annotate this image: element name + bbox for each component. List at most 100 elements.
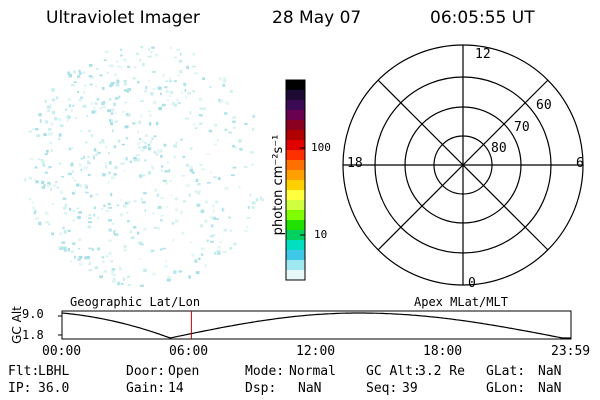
emission-speck	[187, 92, 191, 94]
emission-speck	[120, 212, 124, 217]
emission-speck	[109, 65, 112, 67]
emission-speck	[169, 180, 172, 182]
emission-speck	[249, 193, 252, 197]
emission-speck	[116, 77, 119, 80]
emission-speck	[44, 99, 47, 103]
colorbar-segment	[286, 120, 305, 131]
emission-speck	[161, 103, 166, 107]
emission-speck	[148, 122, 152, 126]
emission-speck	[111, 129, 114, 133]
emission-speck	[92, 154, 97, 157]
emission-speck	[198, 114, 203, 117]
emission-speck	[213, 209, 216, 213]
emission-speck	[124, 125, 129, 129]
emission-speck	[89, 194, 93, 198]
emission-speck	[51, 110, 56, 115]
status-door-value: Open	[168, 364, 200, 379]
emission-speck	[106, 71, 109, 74]
emission-speck	[222, 251, 227, 253]
timeline-left-title: Geographic Lat/Lon	[70, 295, 201, 309]
emission-speck	[127, 275, 130, 278]
emission-speck	[176, 49, 180, 51]
emission-speck	[101, 208, 104, 210]
emission-speck	[165, 260, 168, 262]
emission-speck	[47, 182, 51, 186]
emission-speck	[73, 70, 76, 74]
emission-speck	[140, 243, 144, 246]
emission-speck	[72, 176, 74, 180]
emission-speck	[121, 143, 125, 146]
emission-speck	[183, 82, 187, 86]
emission-speck	[127, 65, 130, 68]
emission-speck	[78, 255, 83, 259]
emission-speck	[123, 245, 127, 248]
emission-speck	[109, 161, 112, 165]
emission-speck	[114, 120, 119, 123]
emission-speck	[109, 119, 112, 122]
emission-speck	[144, 141, 147, 145]
emission-speck	[137, 142, 141, 145]
emission-speck	[70, 162, 74, 165]
emission-speck	[78, 163, 82, 167]
emission-speck	[116, 79, 120, 84]
emission-speck	[111, 176, 115, 179]
colorbar-segment	[286, 100, 305, 111]
emission-speck	[209, 86, 212, 88]
emission-speck	[66, 119, 69, 123]
emission-speck	[84, 84, 87, 88]
emission-speck	[67, 98, 71, 101]
emission-speck	[44, 171, 48, 174]
emission-speck	[159, 149, 163, 153]
emission-speck	[28, 130, 32, 133]
emission-speck	[140, 114, 143, 118]
emission-speck	[126, 211, 129, 214]
polar-diagonal-b	[377, 79, 549, 251]
emission-speck	[208, 129, 213, 133]
emission-speck	[108, 207, 112, 209]
emission-speck	[140, 197, 143, 201]
emission-speck	[41, 180, 45, 185]
emission-speck	[74, 255, 76, 259]
emission-speck	[108, 252, 112, 255]
emission-speck	[116, 204, 120, 207]
emission-speck	[76, 183, 80, 187]
emission-speck	[175, 141, 178, 145]
emission-speck	[72, 219, 75, 222]
emission-speck	[200, 209, 205, 213]
emission-speck	[24, 178, 27, 182]
emission-speck	[105, 255, 109, 258]
emission-speck	[69, 207, 72, 211]
emission-speck	[174, 56, 177, 59]
emission-speck	[50, 149, 53, 153]
emission-speck	[209, 235, 214, 238]
emission-speck	[78, 98, 82, 102]
emission-speck	[113, 102, 116, 107]
emission-speck	[194, 127, 198, 129]
emission-speck	[214, 200, 219, 204]
colorbar-segment	[286, 200, 305, 211]
emission-speck	[82, 71, 86, 74]
emission-speck	[138, 58, 142, 62]
colorbar-segment	[286, 190, 305, 201]
status-gcalt-label: GC Alt:	[366, 364, 421, 379]
emission-speck	[99, 275, 103, 279]
emission-speck	[67, 117, 69, 121]
emission-speck	[140, 149, 145, 152]
emission-speck	[85, 191, 89, 194]
emission-speck	[147, 147, 152, 151]
emission-speck	[152, 212, 155, 215]
colorbar-segment	[286, 260, 305, 271]
emission-speck	[223, 77, 226, 81]
emission-speck	[47, 183, 50, 188]
emission-speck	[194, 259, 198, 263]
emission-speck	[88, 221, 92, 224]
emission-speck	[78, 69, 81, 73]
emission-speck	[114, 233, 118, 236]
emission-speck	[181, 231, 185, 235]
emission-speck	[78, 262, 83, 266]
emission-speck	[232, 116, 236, 119]
emission-speck	[89, 174, 92, 177]
emission-speck	[96, 98, 100, 101]
colorbar-segment	[286, 130, 305, 141]
emission-speck	[120, 162, 124, 165]
